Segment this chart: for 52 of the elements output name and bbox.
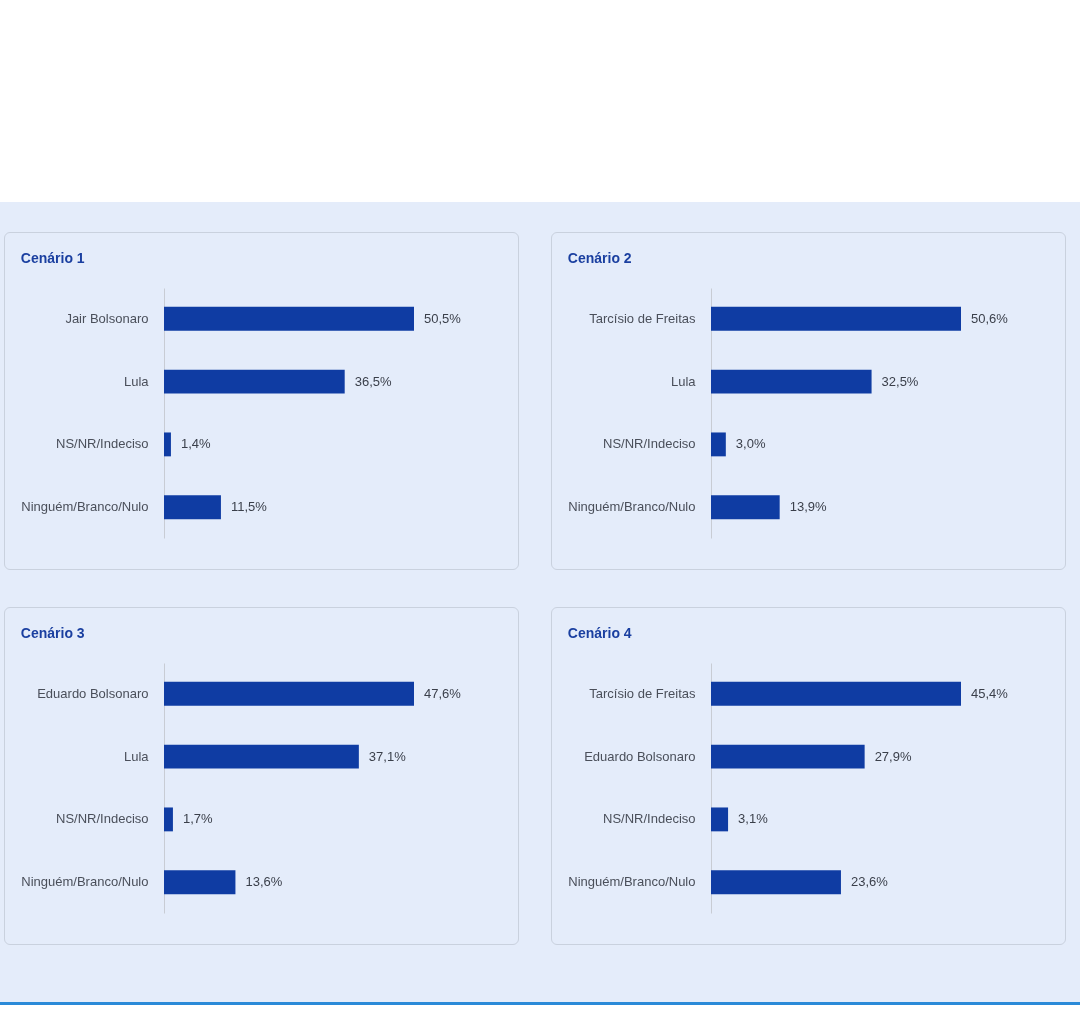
bar [711,744,865,769]
data-label: 11,5% [230,499,268,515]
data-label: 13,9% [789,499,827,515]
chart-title: Cenário 4 [567,625,632,641]
data-label: 50,5% [424,310,462,326]
bar [164,306,414,331]
y-tick-label: NS/NR/Indeciso [56,811,149,827]
y-tick-label: NS/NR/Indeciso [56,436,149,452]
y-tick-label: Lula [123,748,150,764]
y-tick-label: NS/NR/Indeciso [603,436,696,452]
chart-title: Cenário 1 [20,250,85,266]
data-label: 23,6% [850,874,889,890]
bar [711,870,841,895]
data-label: 50,6% [971,310,1009,326]
data-label: 3,0% [735,436,766,452]
y-tick-label: Tarcísio de Freitas [589,685,696,701]
bar [711,807,729,832]
y-tick-label: Ninguém/Branco/Nulo [568,499,696,515]
bar [711,681,961,706]
bar [164,870,236,895]
data-label: 1,7% [182,811,213,827]
y-tick-label: Eduardo Bolsonaro [584,748,696,764]
chart-title: Cenário 3 [20,625,85,641]
chart-title: Cenário 2 [567,250,632,266]
bar [164,681,414,706]
y-tick-label: Lula [123,373,150,389]
y-tick-label: Eduardo Bolsonaro [37,685,149,701]
data-label: 32,5% [881,373,919,389]
bar [164,807,173,832]
y-tick-label: Ninguém/Branco/Nulo [21,499,149,515]
data-label: 36,5% [354,373,392,389]
data-label: 13,6% [245,874,283,890]
y-tick-label: NS/NR/Indeciso [603,811,696,827]
bar [711,495,780,520]
y-tick-label: Ninguém/Branco/Nulo [21,874,149,890]
data-label: 47,6% [424,685,462,701]
bar [164,744,359,769]
data-label: 1,4% [180,436,211,452]
data-label: 45,4% [971,685,1009,701]
data-label: 37,1% [368,748,407,764]
data-label: 27,9% [874,748,912,764]
y-tick-label: Jair Bolsonaro [65,310,149,326]
bar [711,306,961,331]
bar [164,369,345,394]
y-tick-label: Lula [670,373,697,389]
bar [711,369,872,394]
bar [711,432,726,457]
y-tick-label: Ninguém/Branco/Nulo [568,874,696,890]
bar [164,432,171,457]
data-label: 3,1% [738,811,769,827]
bar [164,495,221,520]
y-tick-label: Tarcísio de Freitas [589,310,696,326]
